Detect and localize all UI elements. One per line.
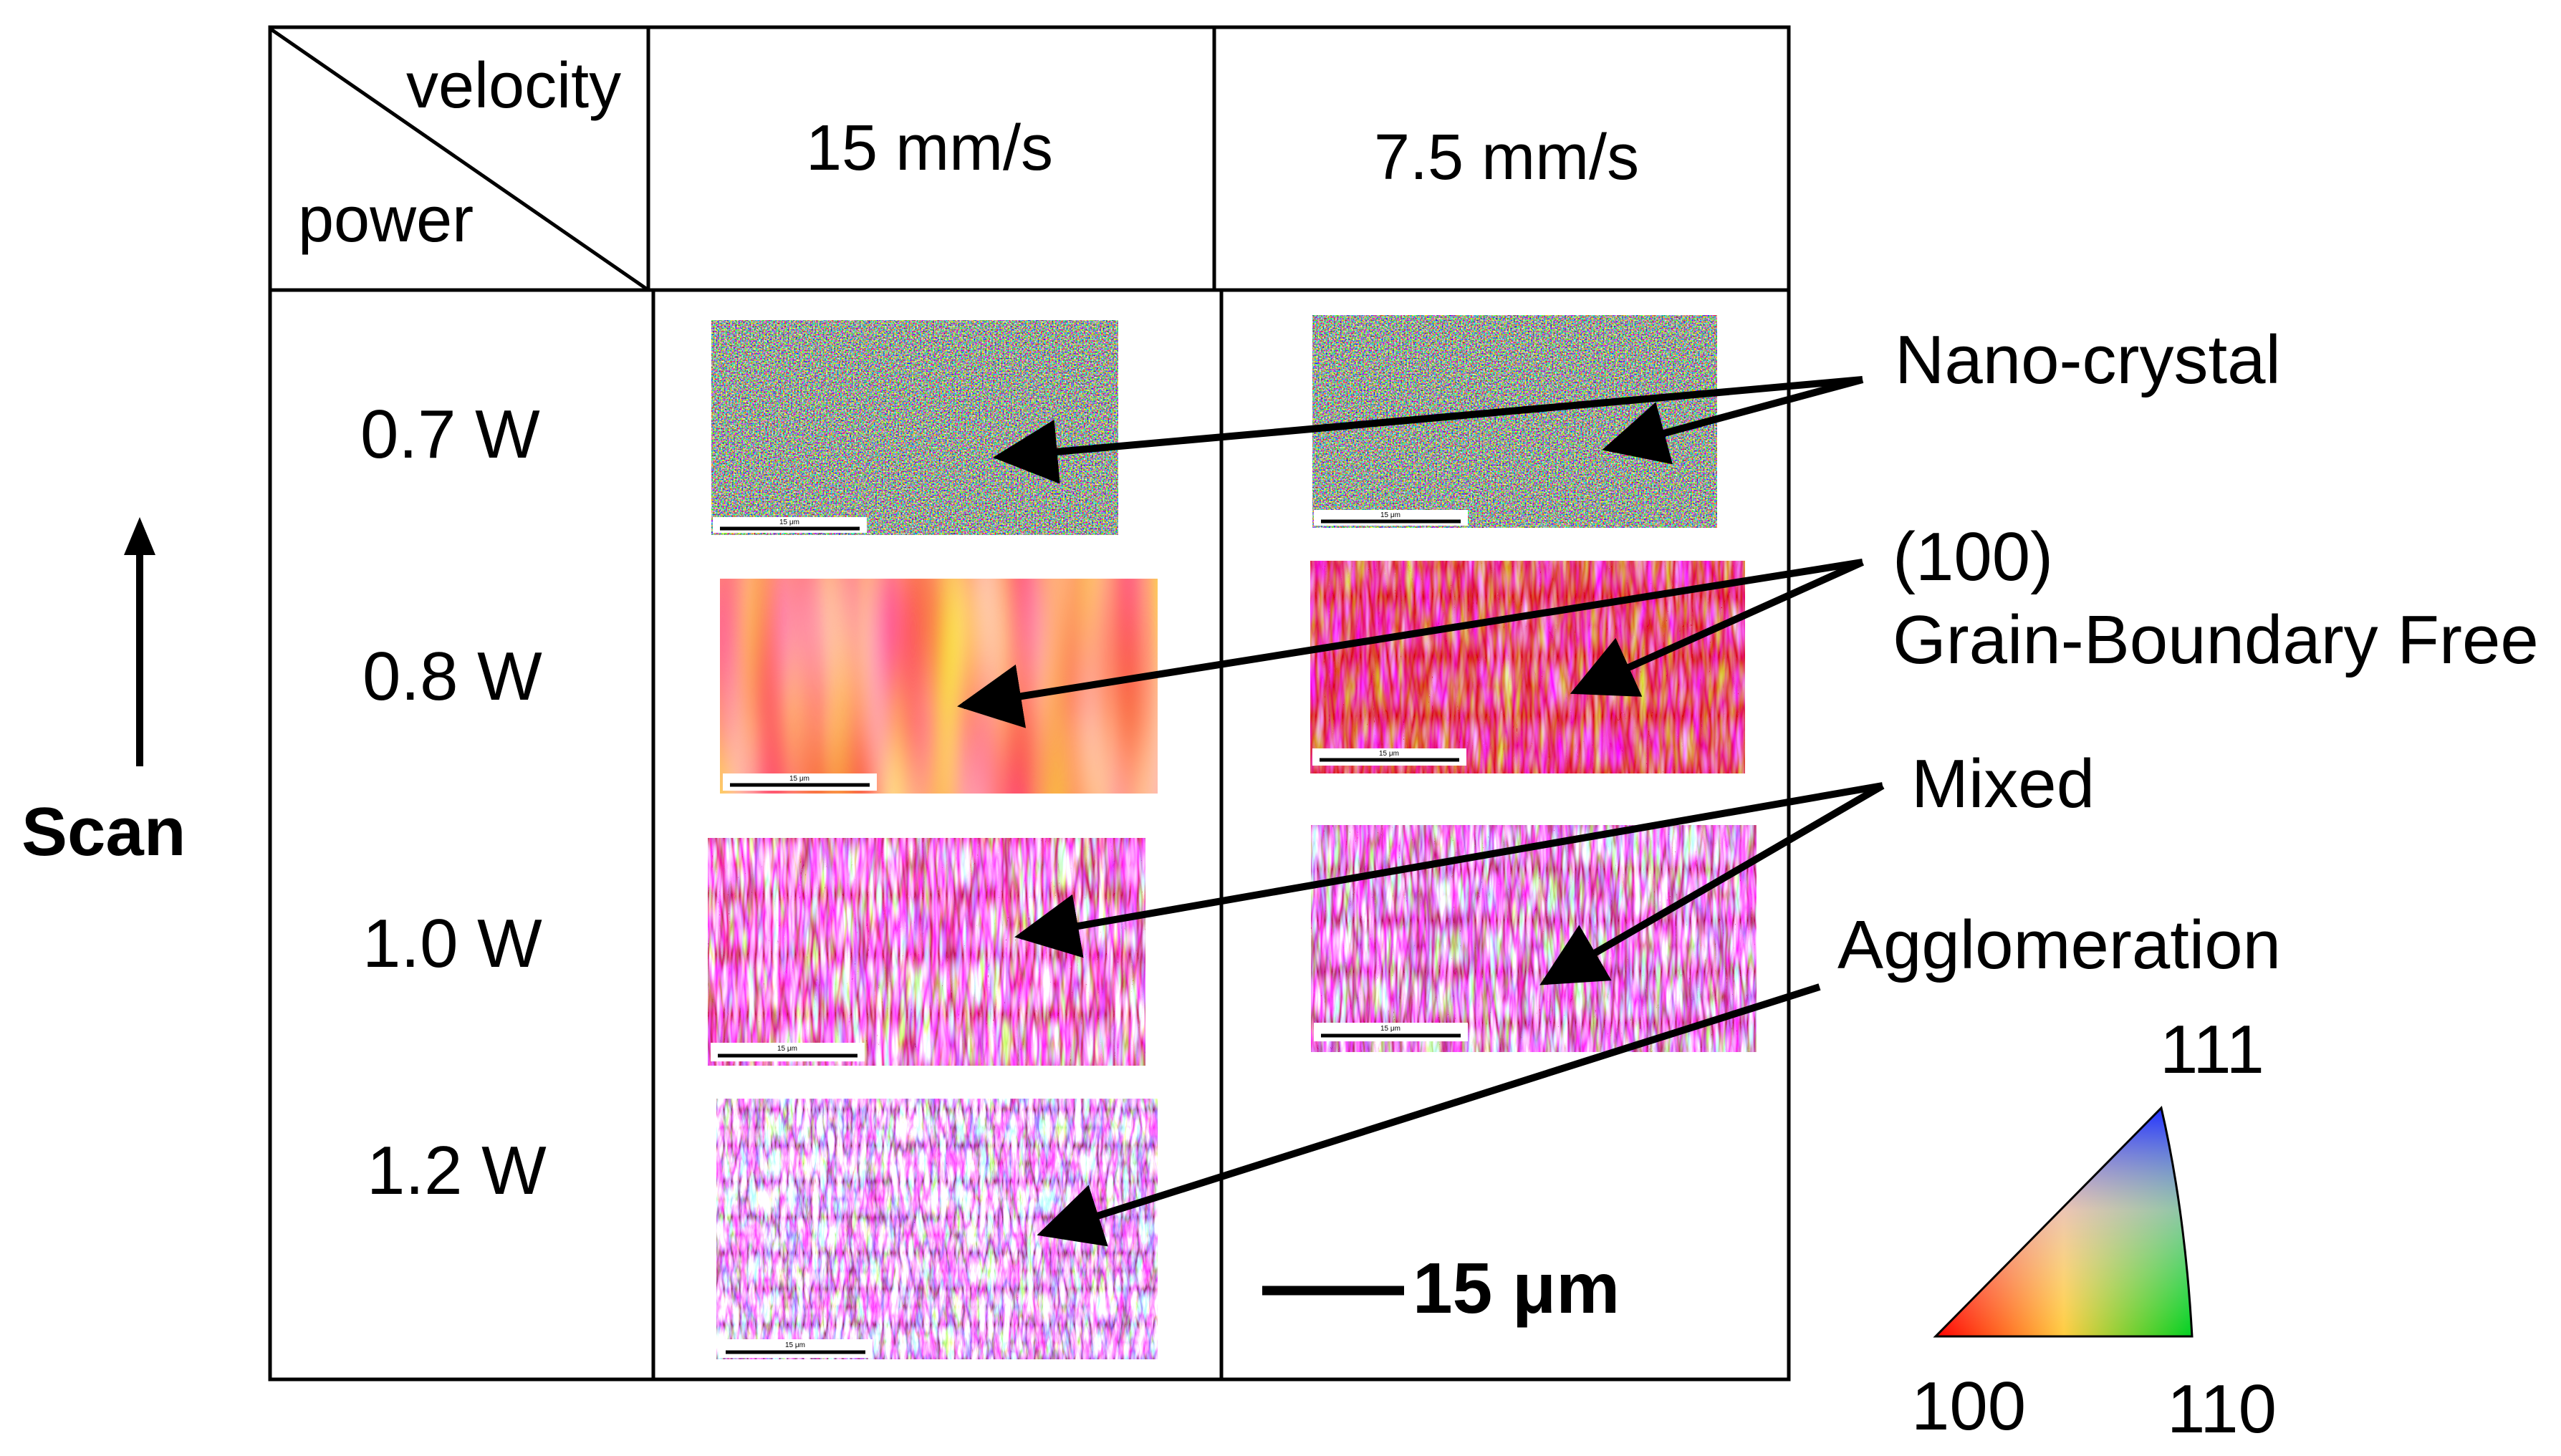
map-1.0W-15mm: [708, 838, 1145, 1066]
header-velocity-label: velocity: [406, 50, 622, 122]
svg-text:15 μm: 15 μm: [789, 775, 809, 783]
table-frame: [268, 25, 1791, 1382]
svg-text:15 μm: 15 μm: [1380, 511, 1400, 519]
annotation-grain-free-line2: Grain-Boundary Free: [1893, 602, 2539, 678]
arrow-agglomeration: [1037, 983, 1821, 1247]
ipf-color-key: [1933, 1106, 2194, 1338]
map-0.7W-15mm: [711, 320, 1118, 535]
row-label-1.2W: 1.2 W: [367, 1132, 547, 1209]
svg-text:15 μm: 15 μm: [785, 1341, 805, 1349]
small-scale-bar: 15 μm: [1314, 510, 1468, 526]
small-scale-bar: 15 μm: [711, 1043, 865, 1061]
main-scale-bar-label: 15 μm: [1413, 1248, 1620, 1329]
annotation-grain-free-line1: (100): [1893, 519, 2054, 595]
arrow-gbfree-1: [957, 559, 1863, 728]
annotation-arrows: [957, 376, 1885, 1247]
scan-arrow: [124, 517, 155, 766]
scan-label: Scan: [21, 794, 186, 870]
ipf-label-100: 100: [1911, 1368, 2027, 1445]
small-scale-bar: 15 μm: [1314, 1023, 1468, 1041]
svg-text:15 μm: 15 μm: [779, 519, 799, 526]
arrow-gbfree-2: [1570, 559, 1865, 697]
small-scale-bar: 15 μm: [723, 773, 877, 791]
annotation-agglomeration: Agglomeration: [1837, 907, 2282, 983]
row-label-0.7W: 0.7 W: [360, 396, 540, 473]
row-label-1.0W: 1.0 W: [362, 905, 542, 982]
arrow-nano-1: [993, 376, 1863, 484]
header-diagonal: [269, 26, 650, 292]
header-power-label: power: [298, 184, 474, 256]
ipf-label-111: 111: [2160, 1011, 2264, 1088]
small-scale-bar: 15 μm: [713, 517, 867, 533]
map-0.8W-7.5mm: [1310, 561, 1745, 773]
column-header-7.5mm: 7.5 mm/s: [1374, 122, 1640, 193]
map-scale-bars: 15 μm 15 μm 15 μm 15 μm 15 μm 15 μm: [711, 510, 1468, 1358]
small-scale-bar: 15 μm: [1312, 748, 1466, 766]
svg-text:15 μm: 15 μm: [1380, 1025, 1400, 1033]
svg-text:15 μm: 15 μm: [1379, 750, 1399, 758]
annotation-nano-crystal: Nano-crystal: [1895, 322, 2281, 398]
row-label-0.8W: 0.8 W: [362, 638, 542, 715]
ipf-label-110: 110: [2167, 1371, 2277, 1447]
map-1.0W-7.5mm: [1311, 825, 1757, 1052]
arrow-nano-2: [1602, 376, 1864, 465]
arrow-mixed-1: [1014, 782, 1883, 958]
column-header-15mm: 15 mm/s: [806, 112, 1054, 184]
annotation-mixed: Mixed: [1911, 746, 2095, 822]
small-scale-bar: 15 μm: [719, 1339, 873, 1358]
map-1.2W-15mm: [716, 1099, 1158, 1359]
svg-text:15 μm: 15 μm: [777, 1045, 797, 1053]
arrow-mixed-2: [1539, 782, 1885, 985]
